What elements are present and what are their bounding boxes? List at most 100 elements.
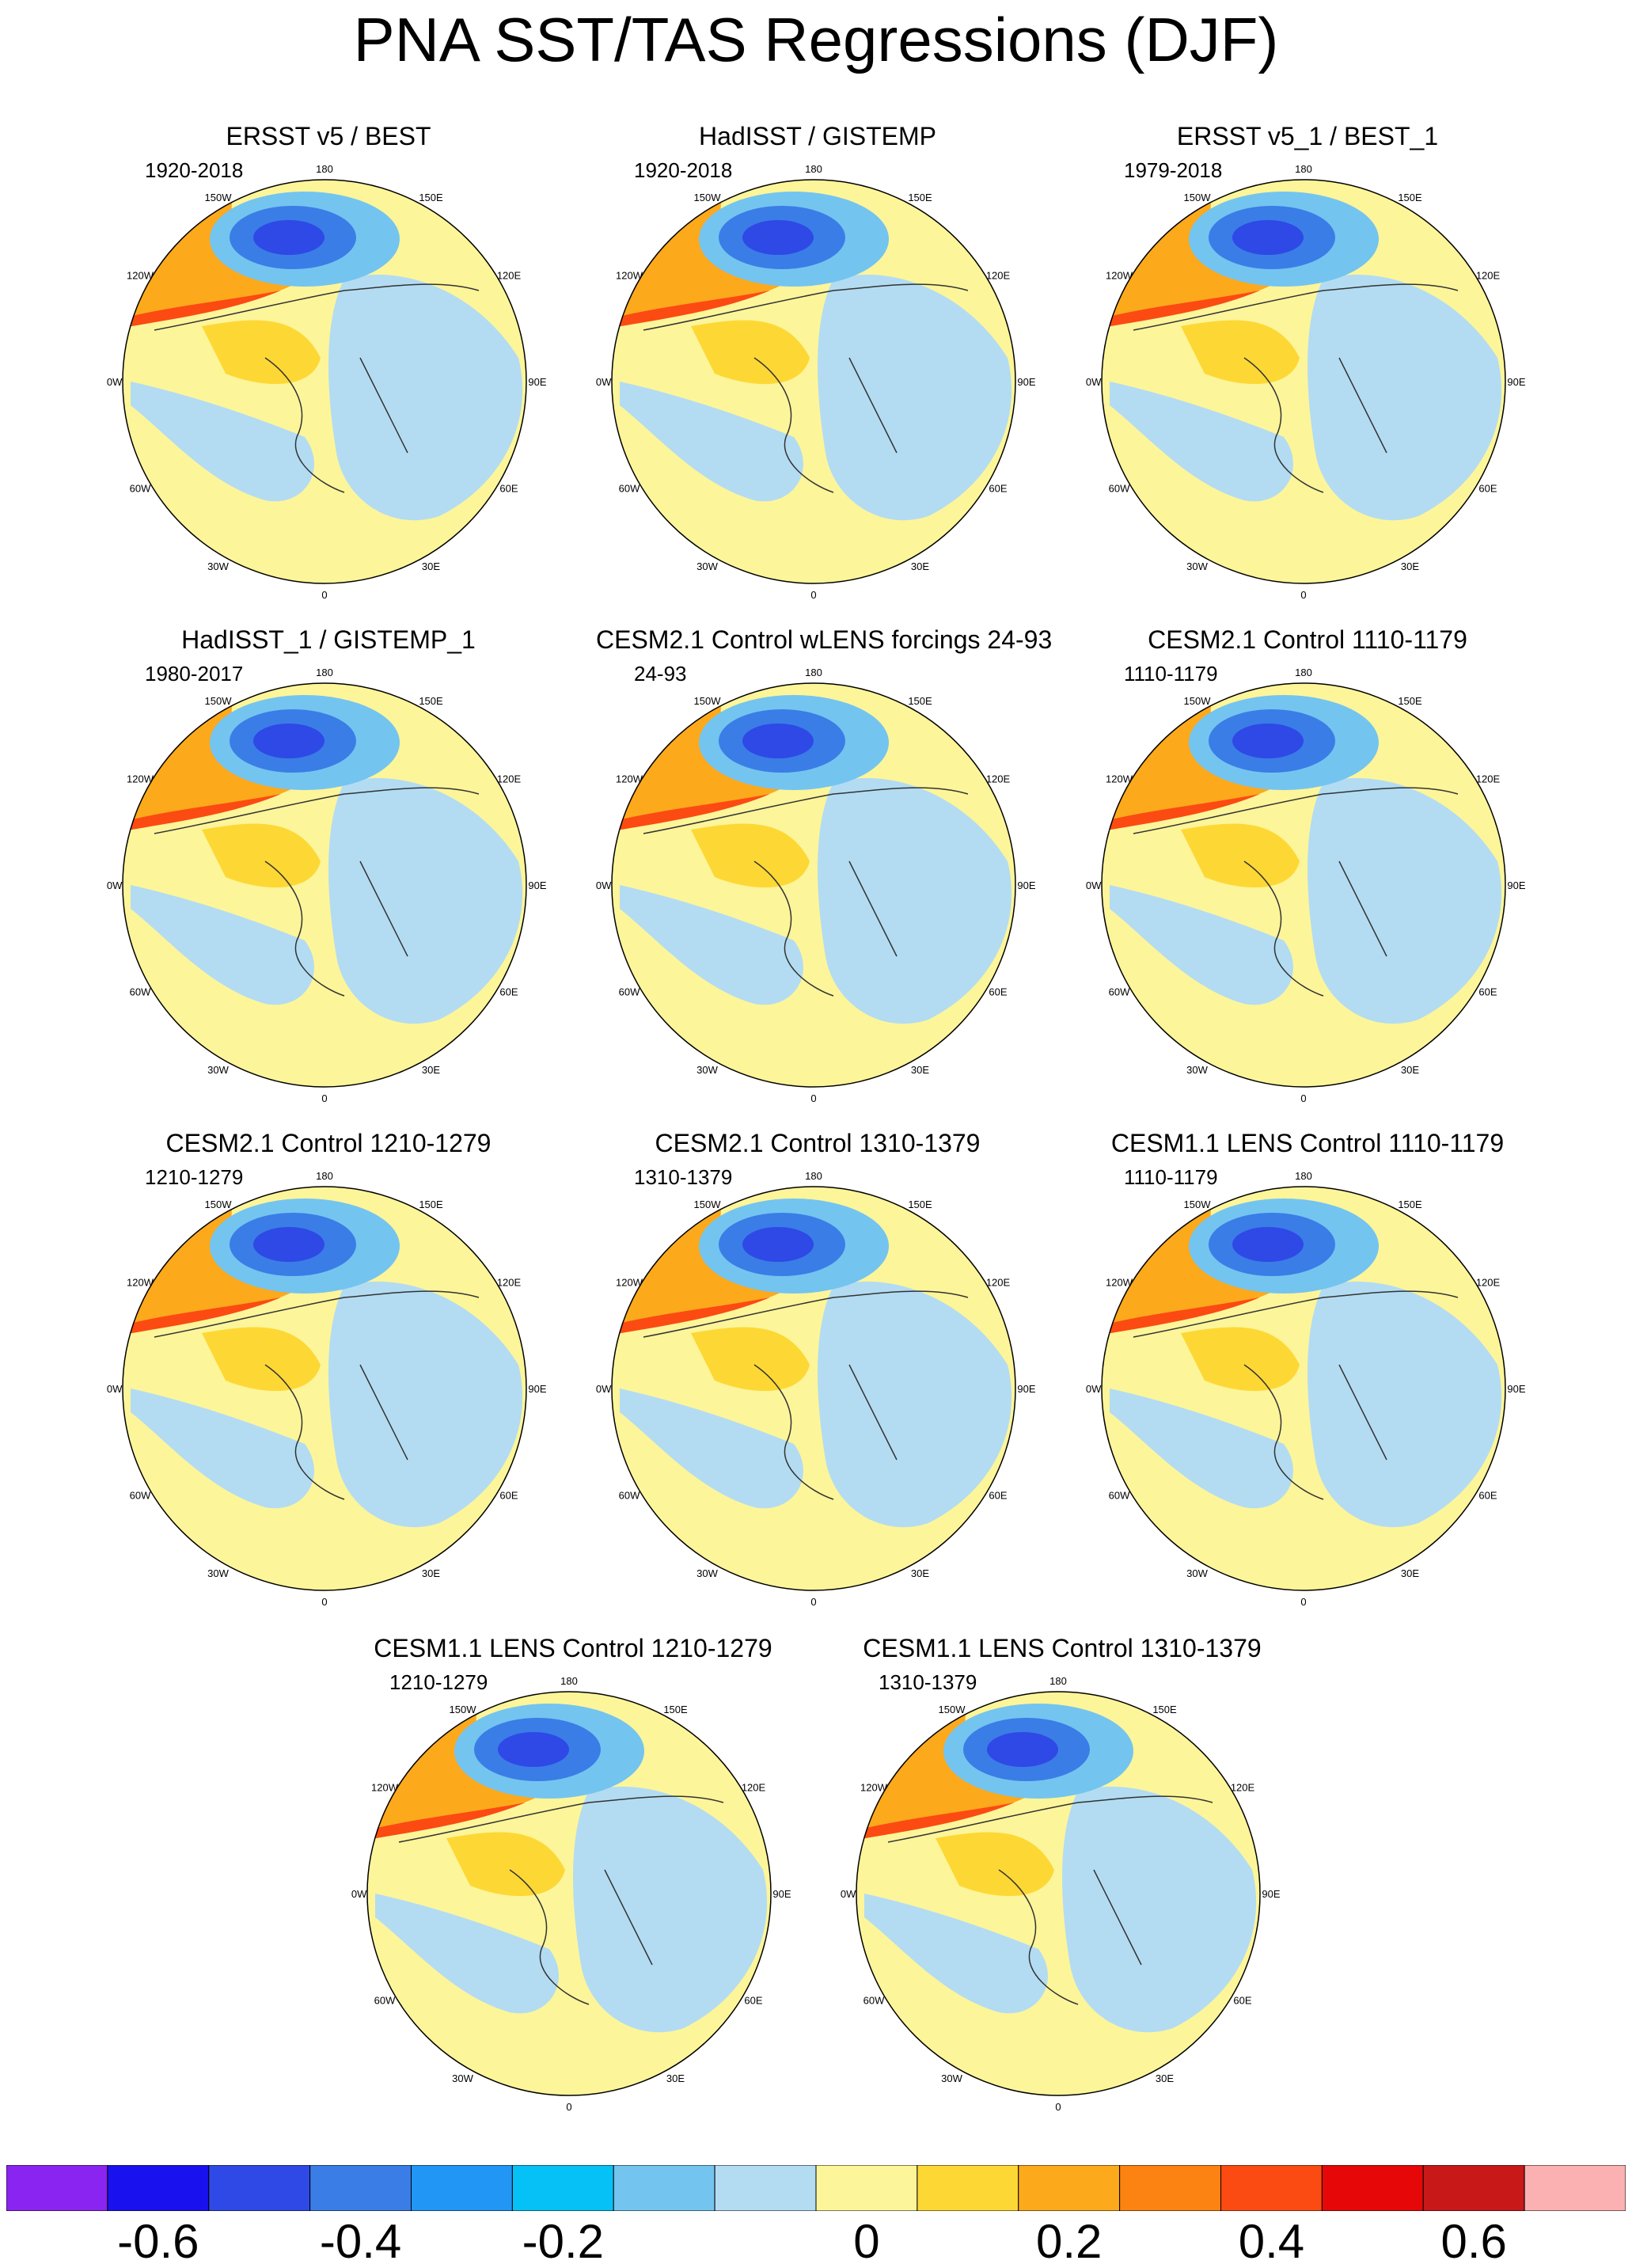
longitude-label: 180: [316, 163, 333, 175]
longitude-label: 150E: [419, 1199, 443, 1210]
longitude-label: 60E: [989, 1490, 1007, 1502]
longitude-label: 120W: [1106, 773, 1133, 785]
field-negative-weak: [1307, 274, 1502, 521]
longitude-label: 120W: [127, 773, 154, 785]
field-positive-strong: [612, 1199, 794, 1333]
map-outline: [122, 1186, 527, 1591]
longitude-label: 90E: [528, 376, 546, 388]
longitude-label: 30W: [941, 2072, 962, 2084]
panel-title: CESM2.1 Control wLENS forcings 24-93: [596, 625, 1053, 654]
longitude-label: 120W: [616, 773, 643, 785]
field-positive-strong: [123, 695, 305, 830]
longitude-label: 120E: [986, 773, 1011, 785]
map-outline: [122, 179, 527, 584]
field-positive-weak: [202, 823, 321, 888]
polar-map: 180 150E 120E 90E 60E 30E 0 30W 60W 90W 120W 150W: [1086, 667, 1526, 1104]
panel-period: 1979-2018: [1124, 158, 1223, 182]
panel-title: CESM2.1 Control 1210-1279: [165, 1129, 491, 1157]
colorbar-label: -0.4: [319, 2215, 402, 2268]
field-negative-max: [987, 1732, 1058, 1767]
longitude-label: 60E: [1478, 986, 1497, 998]
panel-period: 1210-1279: [389, 1670, 488, 1694]
map-panel: CESM2.1 Control 1310-1379 1310-1379 180 150…: [596, 1127, 1039, 1634]
colorbar-swatch: [1321, 2165, 1424, 2211]
longitude-label: 30E: [911, 1064, 929, 1076]
field-positive-max: [123, 794, 281, 831]
figure-title: PNA SST/TAS Regressions (DJF): [353, 5, 1279, 74]
field-negative-max: [742, 724, 814, 758]
longitude-label: 0: [810, 1596, 816, 1608]
map-outline: [122, 682, 527, 1088]
longitude-label: 60E: [744, 1995, 762, 2007]
longitude-label: 180: [1295, 1170, 1312, 1182]
longitude-label: 120E: [1231, 1782, 1255, 1794]
panel-period: 24-93: [634, 662, 687, 686]
field-positive-weak: [691, 1327, 810, 1392]
map-outline: [611, 179, 1016, 584]
colorbar-label: 0.2: [1035, 2215, 1103, 2268]
longitude-label: 150E: [1152, 1704, 1177, 1715]
field-negative-weak: [1110, 1389, 1293, 1509]
colorbar-swatch: [1422, 2165, 1525, 2211]
longitude-label: 30W: [1186, 1064, 1208, 1076]
longitude-label: 120W: [127, 1277, 154, 1289]
polar-map: 180 150E 120E 90E 60E 30E 0 30W 60W 90W 120W 150W: [596, 1170, 1036, 1608]
colorbar-swatch: [1220, 2165, 1323, 2211]
colorbar: [6, 2165, 1626, 2211]
longitude-label: 120E: [986, 270, 1011, 282]
field-positive-weak: [1181, 1327, 1300, 1392]
field-negative-max: [253, 724, 325, 758]
longitude-label: 0: [321, 589, 327, 601]
coastline: [154, 283, 480, 493]
field-negative-weak: [620, 1389, 803, 1509]
field-negative-max: [1232, 724, 1304, 758]
field-negative-weak: [620, 382, 803, 502]
polar-map: 180 150E 120E 90E 60E 30E 0 30W 60W 90W 120W 150W: [1086, 163, 1526, 601]
longitude-label: 180: [1295, 667, 1312, 678]
field-positive-weak: [446, 1832, 565, 1897]
longitude-label: 120W: [371, 1782, 399, 1794]
coastline: [1133, 283, 1459, 493]
longitude-label: 90W: [596, 879, 612, 891]
field-positive-strong: [1102, 192, 1284, 326]
longitude-label: 60W: [130, 986, 151, 998]
field-negative-weak: [328, 777, 523, 1024]
longitude-label: 0: [566, 2101, 571, 2113]
colorbar-swatch: [613, 2165, 715, 2211]
longitude-label: 60W: [619, 483, 640, 495]
field-negative-weak: [573, 1786, 768, 2033]
coastline: [643, 787, 969, 997]
longitude-label: 30W: [452, 2072, 473, 2084]
field-negative-weak: [328, 1281, 523, 1528]
longitude-label: 90E: [1017, 1383, 1035, 1395]
longitude-label: 60E: [1233, 1995, 1251, 2007]
field-negative-weak: [864, 1894, 1048, 2014]
longitude-label: 90E: [1017, 879, 1035, 891]
colorbar-label: 0.6: [1440, 2215, 1507, 2268]
field-positive-strong: [123, 192, 305, 326]
field-negative-weak: [818, 274, 1012, 521]
map-panel: ERSST v5 / BEST 1920-2018 180 150E 120E 90E 60…: [107, 120, 550, 627]
longitude-label: 0: [1300, 1596, 1306, 1608]
longitude-label: 30W: [1186, 560, 1208, 572]
longitude-label: 60W: [1109, 986, 1130, 998]
colorbar-swatch: [714, 2165, 817, 2211]
field-negative-weak: [1110, 885, 1293, 1005]
longitude-label: 150E: [663, 1704, 688, 1715]
longitude-label: 0: [1300, 1092, 1306, 1104]
colorbar-swatch: [309, 2165, 412, 2211]
field-positive-strong: [1102, 1199, 1284, 1333]
longitude-label: 150W: [1184, 1199, 1212, 1210]
longitude-label: 90W: [596, 376, 612, 388]
field-positive-strong: [367, 1704, 549, 1838]
longitude-label: 30W: [207, 560, 229, 572]
longitude-label: 90E: [528, 1383, 546, 1395]
panel-period: 1920-2018: [145, 158, 244, 182]
longitude-label: 90E: [1507, 1383, 1525, 1395]
field-negative-max: [253, 1227, 325, 1262]
longitude-label: 0: [810, 589, 816, 601]
field-negative-weak: [1110, 382, 1293, 502]
longitude-label: 150E: [1398, 695, 1422, 707]
map-outline: [1101, 1186, 1506, 1591]
field-negative-weak: [1307, 1281, 1502, 1528]
